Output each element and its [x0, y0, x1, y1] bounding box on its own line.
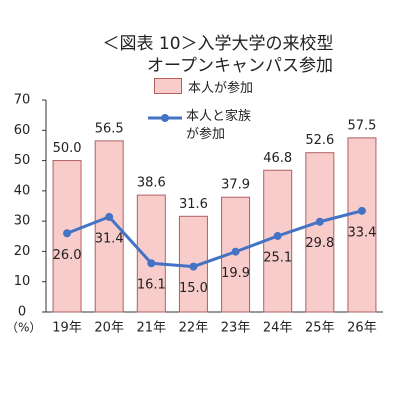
x-tick-label: 21年: [137, 321, 167, 336]
line-point: [357, 206, 366, 215]
data-label: 50.0: [53, 141, 82, 156]
data-label: 57.5: [347, 118, 376, 133]
data-label: 19.9: [221, 266, 250, 281]
x-tick-label: 24年: [263, 321, 293, 336]
data-label: 29.8: [305, 236, 334, 251]
bar: [347, 137, 377, 313]
legend-label: 本人と家族が参加: [186, 109, 252, 142]
data-label: 52.6: [305, 133, 334, 148]
legend-swatch: [154, 78, 182, 94]
data-label: 15.0: [179, 281, 208, 296]
data-label: 26.0: [53, 248, 82, 263]
line-point: [273, 231, 282, 240]
y-tick-label: 0: [18, 305, 26, 320]
line-point: [105, 212, 114, 221]
y-tick-label: 50: [14, 153, 31, 168]
data-label: 31.4: [95, 231, 124, 246]
y-unit: （%）: [6, 321, 41, 335]
x-tick-label: 19年: [52, 321, 82, 336]
line-point: [147, 259, 156, 268]
chart-title: ＜図表 10＞入学大学の来校型: [102, 34, 333, 54]
y-tick-label: 40: [14, 183, 31, 198]
y-tick-label: 10: [14, 274, 31, 289]
bar: [136, 194, 166, 313]
line-point: [315, 217, 324, 226]
legend: 本人が参加: [154, 78, 253, 98]
data-label: 31.6: [179, 197, 208, 212]
line-point: [231, 247, 240, 256]
x-tick-label: 26年: [347, 321, 377, 336]
bar: [305, 152, 335, 313]
line-point: [189, 262, 198, 271]
line: [66, 209, 363, 269]
x-tick-label: 20年: [94, 321, 124, 336]
y-tick-label: 70: [14, 93, 31, 108]
data-label: 56.5: [95, 121, 124, 136]
x-tick-label: 22年: [179, 321, 209, 336]
data-label: 38.6: [137, 176, 166, 191]
legend-label: 本人が参加: [188, 81, 254, 96]
line-point: [63, 229, 72, 238]
x-tick-label: 23年: [221, 321, 251, 336]
data-label: 16.1: [137, 278, 166, 293]
y-tick-label: 60: [14, 123, 31, 138]
data-label: 33.4: [347, 225, 376, 240]
y-tick-label: 20: [14, 244, 31, 259]
data-label: 37.9: [221, 178, 250, 193]
x-tick-label: 25年: [305, 321, 335, 336]
data-label: 25.1: [263, 250, 292, 265]
data-label: 46.8: [263, 151, 292, 166]
y-tick-label: 30: [14, 214, 31, 229]
chart-title: オープンキャンパス参加: [147, 56, 333, 76]
